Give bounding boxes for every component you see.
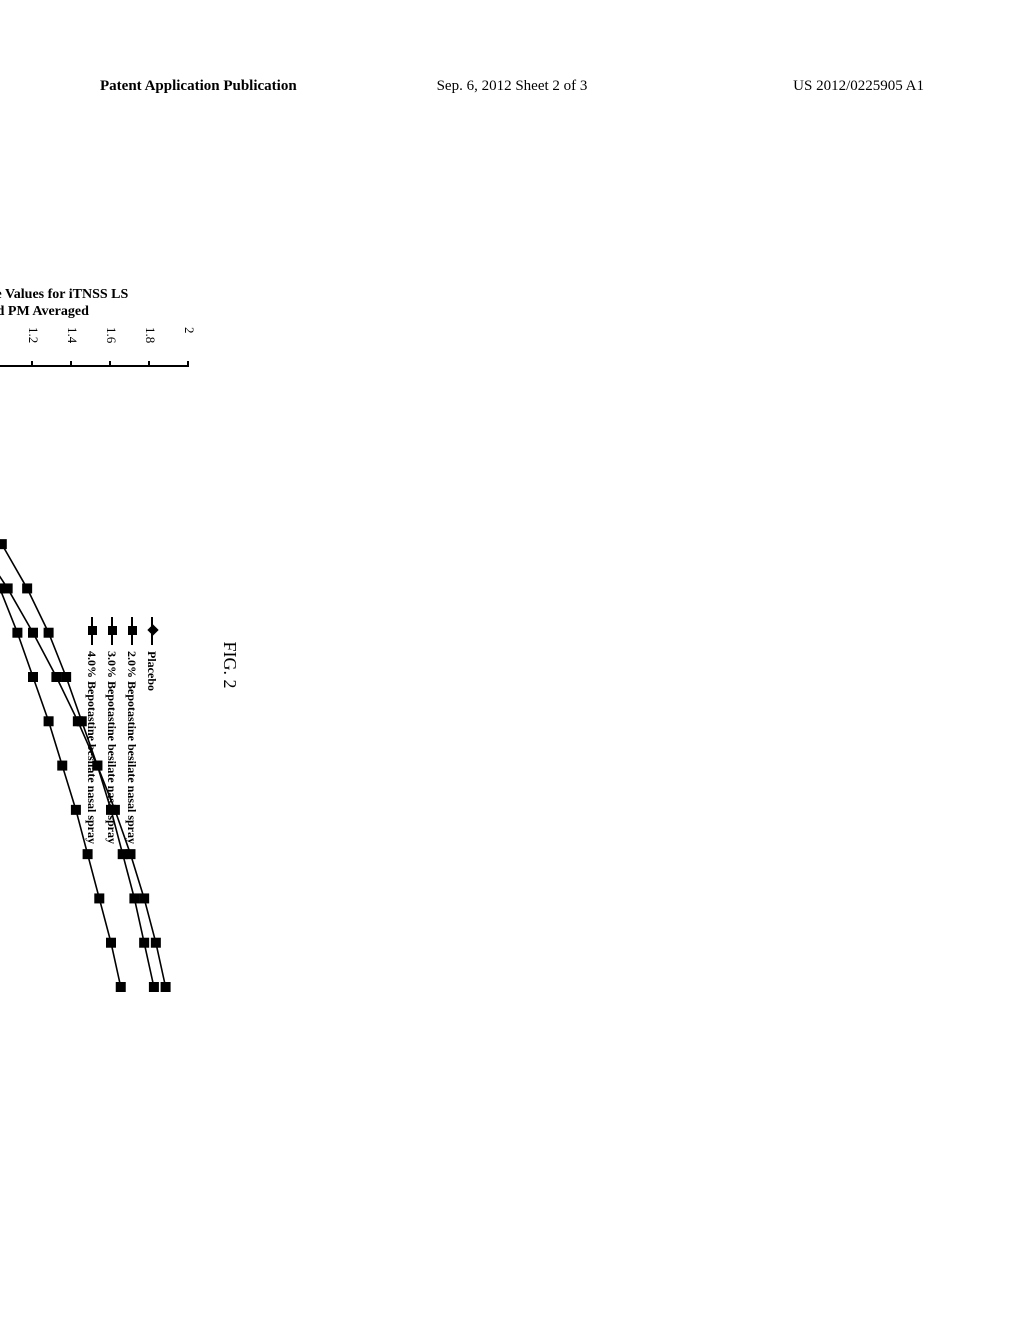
series-marker: [151, 938, 161, 948]
series-marker: [28, 628, 38, 638]
series-marker: [129, 893, 139, 903]
series-marker: [12, 628, 22, 638]
series-marker: [149, 982, 159, 992]
legend-label: Placebo: [143, 651, 161, 691]
header-left: Patent Application Publication: [100, 78, 375, 95]
legend-label: 4.0% Bepotastine besilate nasal spray: [83, 651, 101, 844]
y-tick: 1.8: [142, 327, 158, 343]
legend-label: 3.0% Bepotastine besilate nasal spray: [103, 651, 121, 844]
header-center: Sep. 6, 2012 Sheet 2 of 3: [375, 78, 650, 95]
series-marker: [44, 628, 54, 638]
y-tick: 1: [0, 327, 2, 334]
series-marker: [106, 938, 116, 948]
legend-item: 4.0% Bepotastine besilate nasal spray: [83, 617, 101, 844]
figure: FIG. 2 Change from Baseline Values for i…: [0, 285, 240, 1045]
series-marker: [116, 982, 126, 992]
ylabel-line1: Change from Baseline Values for iTNSS LS: [0, 287, 128, 302]
legend-item: Placebo: [143, 617, 161, 844]
ylabel-line2: Means, AM and PM Averaged: [0, 304, 89, 319]
series-marker: [3, 583, 13, 593]
legend-item: 2.0% Bepotastine besilate nasal spray: [123, 617, 141, 844]
series-marker: [71, 805, 81, 815]
plot-area: Placebo2.0% Bepotastine besilate nasal s…: [0, 365, 189, 985]
square-icon: [88, 626, 97, 635]
series-marker: [139, 938, 149, 948]
series-marker: [51, 672, 61, 682]
series-marker: [83, 849, 93, 859]
series-marker: [161, 982, 171, 992]
diamond-icon: [147, 624, 158, 635]
figure-label: FIG. 2: [219, 285, 240, 1045]
series-marker: [94, 893, 104, 903]
series-marker: [139, 893, 149, 903]
chart: Change from Baseline Values for iTNSS LS…: [0, 305, 209, 1025]
series-marker: [0, 539, 7, 549]
series-marker: [28, 672, 38, 682]
y-tick: 2: [181, 327, 197, 334]
square-icon: [128, 626, 137, 635]
series-marker: [126, 849, 136, 859]
y-tick: 1.2: [25, 327, 41, 343]
header-right: US 2012/0225905 A1: [649, 78, 924, 95]
legend-label: 2.0% Bepotastine besilate nasal spray: [123, 651, 141, 844]
series-marker: [22, 583, 32, 593]
series-marker: [61, 672, 71, 682]
legend-item: 3.0% Bepotastine besilate nasal spray: [103, 617, 121, 844]
page-header: Patent Application Publication Sep. 6, 2…: [0, 78, 1024, 95]
series-marker: [57, 761, 67, 771]
y-tick: 1.6: [103, 327, 119, 343]
square-icon: [108, 626, 117, 635]
y-tick: 1.4: [64, 327, 80, 343]
series-marker: [44, 716, 54, 726]
legend: Placebo2.0% Bepotastine besilate nasal s…: [81, 617, 161, 844]
